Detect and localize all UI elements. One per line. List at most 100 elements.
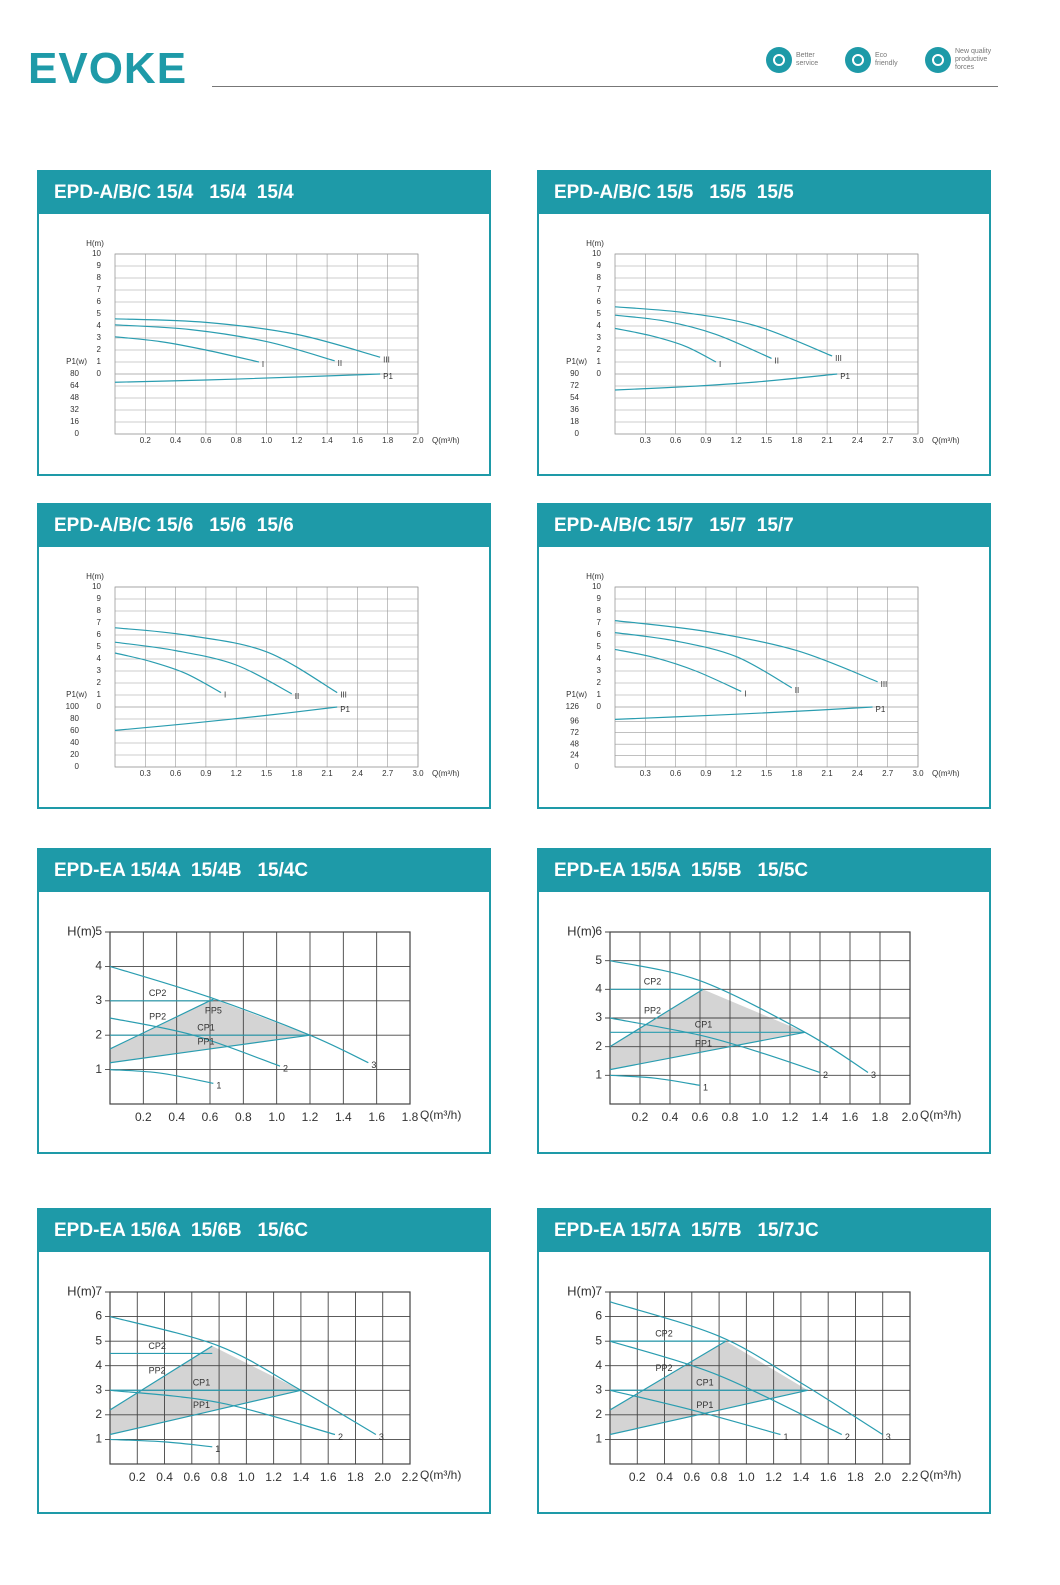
- y-tick-label: 7: [97, 285, 102, 294]
- x-axis-label: Q(m³/h): [932, 769, 960, 778]
- x-tick-label: 1.6: [320, 1470, 337, 1484]
- chart-title: EPD-EA 15/6A 15/6B 15/6C: [39, 1210, 489, 1252]
- series-label: PP1: [193, 1400, 210, 1410]
- chart-panel: EPD-A/B/C 15/7 15/7 15/7 0.3 0.6 0.9 1.2 1.5 1…: [537, 503, 991, 809]
- y-tick-label: 9: [597, 594, 602, 603]
- y-tick-label: 1: [597, 690, 602, 699]
- x-tick-label: 2.1: [822, 769, 834, 778]
- series-label: III: [383, 355, 390, 364]
- curve: [609, 1389, 781, 1436]
- y-tick-label: 2: [597, 678, 602, 687]
- x-tick-label: 0.2: [632, 1110, 649, 1124]
- x-tick-label: 2.7: [882, 436, 894, 445]
- curve: [614, 327, 717, 363]
- curve: [109, 1034, 311, 1064]
- x-tick-label: 1.6: [352, 436, 364, 445]
- shaded-area: [610, 1341, 808, 1435]
- y-tick-label: 8: [97, 606, 102, 615]
- x-tick-label: 0.6: [170, 769, 182, 778]
- chart-panel: EPD-EA 15/5A 15/5B 15/5C 0.2 0.4 0.6 0.8 1.0 1…: [537, 848, 991, 1154]
- y-tick-label: 2: [597, 345, 602, 354]
- series-label: 2: [283, 1064, 288, 1074]
- x-tick-label: 0.6: [692, 1110, 709, 1124]
- x-tick-label: 2.1: [322, 769, 334, 778]
- series-label: I: [744, 690, 746, 699]
- y2-tick-label: 0: [575, 429, 580, 438]
- curve: [614, 648, 742, 692]
- y-tick-label: 10: [592, 249, 601, 258]
- header-rule: [212, 86, 998, 87]
- x-tick-label: 1.8: [872, 1110, 889, 1124]
- series-label: I: [719, 360, 721, 369]
- curve: [114, 641, 293, 695]
- x-tick-label: 3.0: [912, 436, 924, 445]
- y-tick-label: 2: [595, 1407, 602, 1421]
- series-label: 1: [703, 1083, 708, 1093]
- y-tick-label: 6: [597, 630, 602, 639]
- x-axis-label: Q(m³/h): [420, 1108, 461, 1122]
- series-label: CP2: [148, 1341, 166, 1351]
- chart: 0.2 0.4 0.6 0.8 1.0 1.2 1.4 1.6 1.8 2.0 1 2 3 4 5 6H(m)…: [567, 923, 961, 1124]
- plot-frame: [614, 586, 919, 768]
- y2-tick-label: 0: [75, 429, 80, 438]
- y-tick-label: 2: [95, 1027, 102, 1041]
- curve: [609, 960, 869, 1073]
- y-tick-label: 1: [97, 357, 102, 366]
- series-label: PP1: [197, 1036, 214, 1046]
- y-tick-label: 0: [97, 369, 102, 378]
- y-tick-label: 3: [595, 1010, 602, 1024]
- x-tick-label: 0.4: [656, 1470, 673, 1484]
- y-tick-label: 4: [595, 982, 602, 996]
- y-tick-label: 10: [92, 582, 101, 591]
- x-tick-label: 1.0: [752, 1110, 769, 1124]
- y-tick-label: 3: [97, 666, 102, 675]
- curve: [609, 1031, 806, 1071]
- series-label: 3: [379, 1432, 384, 1442]
- curve: [109, 965, 369, 1064]
- curve: [614, 373, 838, 391]
- badge-icon: [766, 47, 792, 73]
- series-label: I: [224, 691, 226, 700]
- y2-tick-label: 48: [70, 393, 79, 402]
- y2-tick-label: 32: [70, 405, 79, 414]
- x-tick-label: 2.0: [874, 1470, 891, 1484]
- x-tick-label: 1.5: [761, 769, 773, 778]
- x-tick-label: 2.0: [412, 436, 424, 445]
- series-label: PP1: [695, 1038, 712, 1048]
- y-tick-label: 0: [597, 369, 602, 378]
- x-tick-label: 1.5: [761, 436, 773, 445]
- series-label: CP1: [197, 1023, 215, 1033]
- shaded-area: [610, 989, 805, 1070]
- x-tick-label: 2.7: [382, 769, 394, 778]
- y-tick-label: 7: [95, 1284, 102, 1298]
- y2-axis-label: P1(w): [66, 690, 87, 699]
- y-tick-label: 5: [95, 1333, 102, 1347]
- x-tick-label: 1.8: [791, 769, 803, 778]
- x-tick-label: 0.6: [200, 436, 212, 445]
- x-tick-label: 2.0: [374, 1470, 391, 1484]
- chart-title: EPD-A/B/C 15/7 15/7 15/7: [539, 505, 989, 547]
- x-tick-label: 0.6: [183, 1470, 200, 1484]
- y-tick-label: 7: [97, 618, 102, 627]
- series-label: II: [338, 359, 342, 368]
- logo: EVOKE: [28, 44, 188, 93]
- y-tick-label: 5: [595, 1333, 602, 1347]
- x-tick-label: 3.0: [412, 769, 424, 778]
- x-axis-label: Q(m³/h): [420, 1468, 461, 1482]
- series-label: III: [340, 691, 347, 700]
- x-tick-label: 1.5: [261, 769, 273, 778]
- x-tick-label: 0.9: [700, 436, 712, 445]
- x-tick-label: 0.2: [629, 1470, 646, 1484]
- y2-tick-label: 72: [570, 728, 579, 737]
- y2-tick-label: 40: [70, 738, 79, 747]
- y-tick-label: 9: [597, 261, 602, 270]
- chart: 0.2 0.4 0.6 0.8 1.0 1.2 1.4 1.6 1.8 2.0 0 1 2 3 4 5 6 7 8 9…: [66, 239, 460, 445]
- y-tick-label: 5: [597, 642, 602, 651]
- x-tick-label: 1.6: [368, 1110, 385, 1124]
- x-axis-label: Q(m³/h): [932, 436, 960, 445]
- series-label: 3: [886, 1432, 891, 1442]
- y-axis-label: H(m): [67, 1283, 96, 1298]
- y-axis-label: H(m): [67, 923, 96, 938]
- series-label: 3: [871, 1070, 876, 1080]
